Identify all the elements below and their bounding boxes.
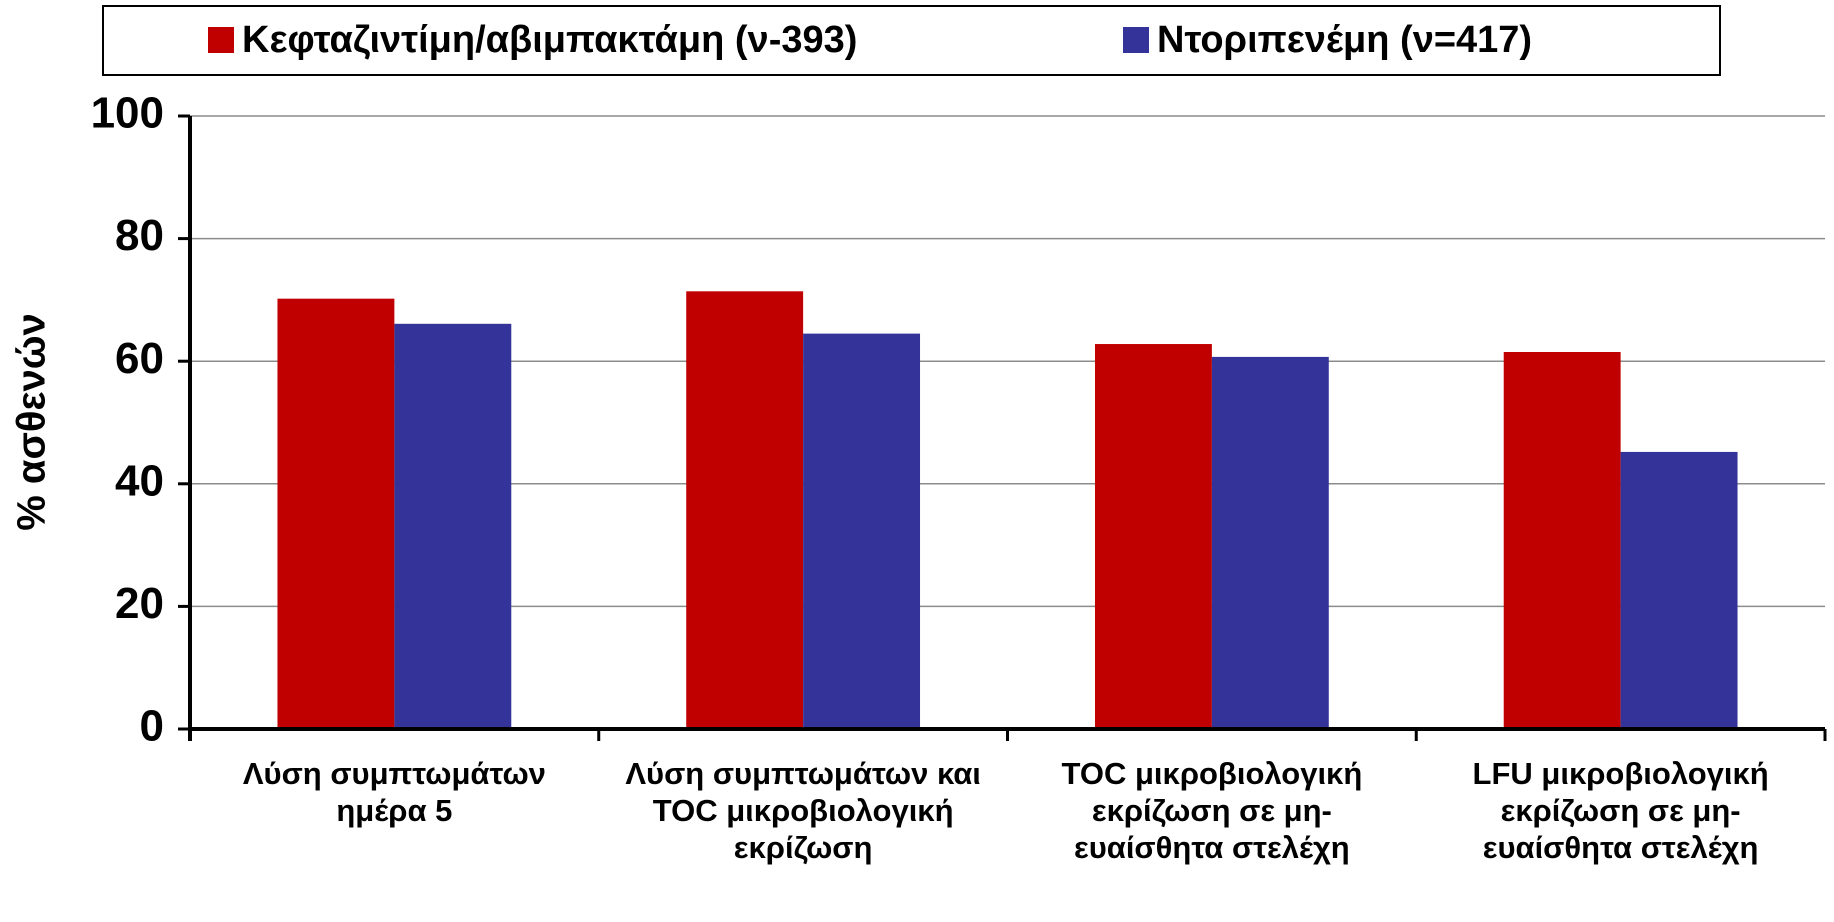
bar: [277, 298, 395, 729]
y-tick-label: 20: [115, 579, 164, 628]
x-tick-label: Λύση συμπτωμάτων και TOC μικροβιολογική εκ…: [625, 756, 981, 865]
legend-label: Κεφταζιντίμη/αβιμπακτάμη (ν-393): [242, 19, 857, 61]
y-axis-label: % ασθενών: [10, 313, 54, 531]
legend-label: Ντοριπενέμη (ν=417): [1157, 19, 1532, 61]
y-tick-label: 0: [140, 702, 164, 751]
bar: [1211, 356, 1329, 729]
x-tick-label: Λύση συμπτωμάτων ημέρα 5: [243, 756, 546, 828]
x-tick-label: TOC μικροβιολογική εκρίζωση σε μη-ευαίσθη…: [1061, 756, 1362, 865]
bar: [1094, 344, 1212, 729]
legend-swatch: [1123, 27, 1149, 53]
y-tick-label: 100: [91, 89, 164, 138]
bar: [1620, 451, 1738, 729]
bar: [1503, 352, 1621, 729]
y-tick-label: 60: [115, 334, 164, 383]
legend-swatch: [208, 27, 234, 53]
bar: [803, 333, 921, 729]
bar: [394, 323, 512, 729]
y-tick-label: 80: [115, 211, 164, 260]
y-tick-label: 40: [115, 456, 164, 505]
x-tick-label: LFU μικροβιολογική εκρίζωση σε μη-ευαίσθη…: [1473, 756, 1769, 865]
bar: [686, 291, 804, 729]
legend-box: [102, 5, 1721, 76]
